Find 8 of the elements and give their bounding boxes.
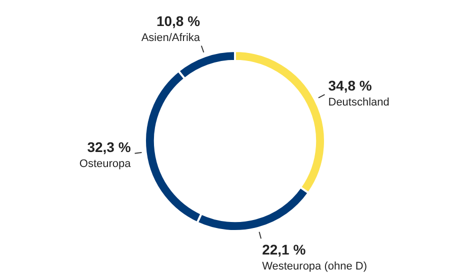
data-label: 22,1 % bbox=[262, 241, 306, 258]
slice-label: Asien/Afrika bbox=[141, 32, 201, 44]
slice-label: Deutschland bbox=[328, 96, 390, 109]
slice-label: Westeuropa (ohne D) bbox=[262, 260, 368, 272]
data-label: 34,8 % bbox=[328, 78, 372, 94]
data-label: 10,8 % bbox=[156, 12, 201, 29]
data-label: 32,3 % bbox=[87, 138, 132, 155]
slice-label: Osteuropa bbox=[79, 158, 132, 170]
